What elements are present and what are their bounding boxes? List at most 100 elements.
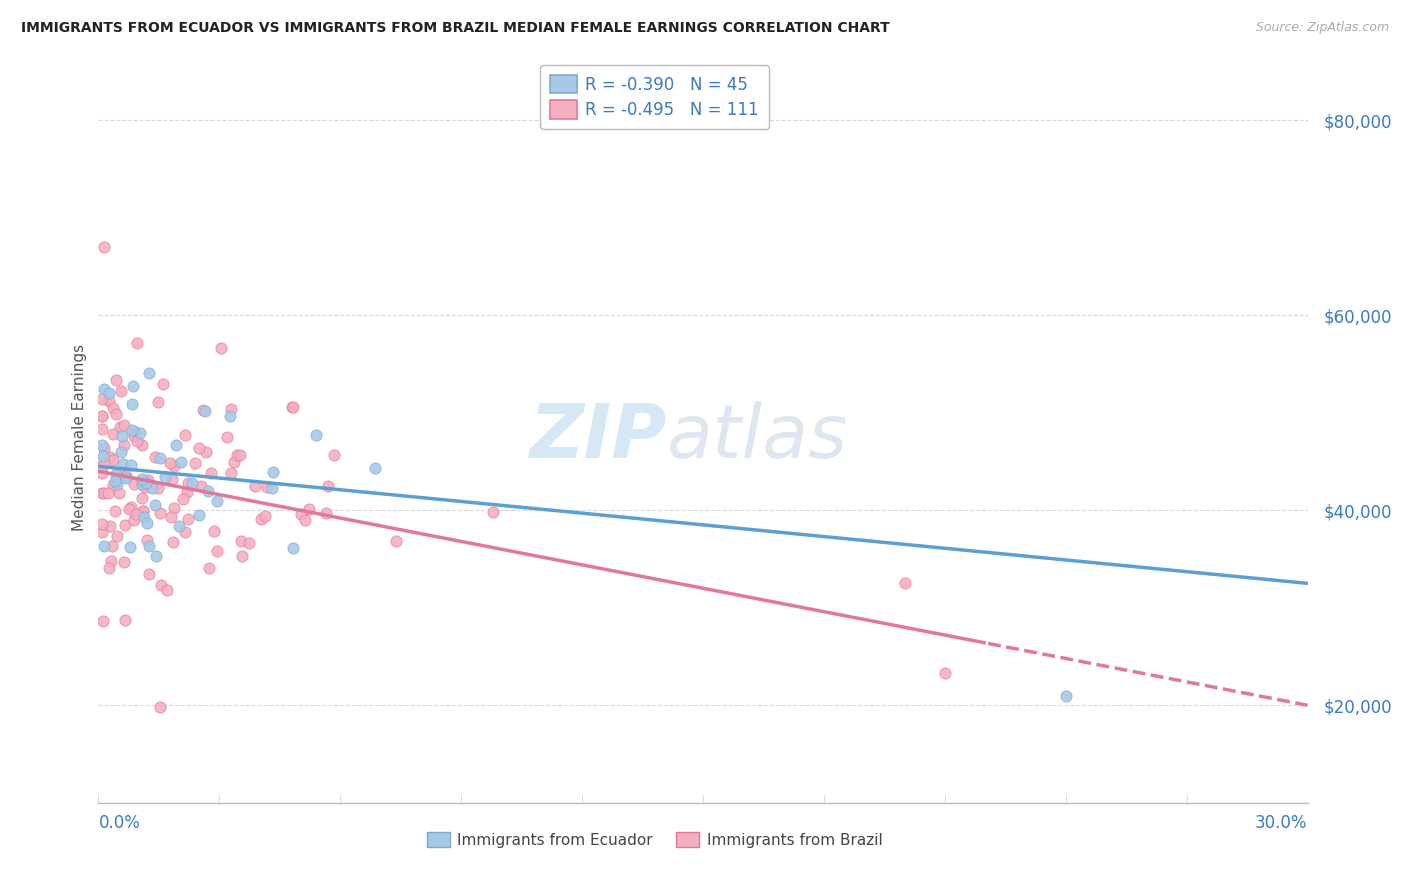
Point [124, 429, 146, 443]
Point [177, 476, 200, 491]
Point [156, 583, 179, 598]
Point [104, 373, 127, 387]
Point [124, 507, 146, 521]
Point [238, 535, 260, 549]
Point [103, 401, 125, 415]
Point [93, 383, 115, 397]
Point [134, 476, 156, 491]
Point [101, 539, 124, 553]
Point [172, 492, 194, 507]
Point [221, 466, 243, 480]
Point [91, 409, 114, 424]
Point [162, 472, 184, 486]
Point [150, 578, 173, 592]
Point [122, 379, 145, 393]
Point [91, 516, 114, 531]
Point [120, 500, 142, 514]
Point [114, 438, 136, 452]
Point [262, 481, 284, 495]
Point [163, 458, 186, 473]
Point [93, 441, 115, 455]
Point [149, 506, 172, 520]
Point [100, 554, 122, 568]
Point [215, 430, 238, 444]
Point [114, 518, 136, 533]
Point [385, 533, 408, 548]
Point [118, 502, 141, 516]
Point [91, 409, 114, 423]
Point [187, 441, 209, 455]
Point [226, 448, 249, 462]
Point [91, 422, 114, 436]
Point [173, 428, 195, 442]
Text: Source: ZipAtlas.com: Source: ZipAtlas.com [1256, 21, 1389, 34]
Point [146, 395, 169, 409]
Point [482, 505, 505, 519]
Point [93, 240, 115, 254]
Point [298, 501, 321, 516]
Point [91, 392, 114, 406]
Point [127, 336, 149, 351]
Point [93, 539, 115, 553]
Text: 0.0%: 0.0% [98, 814, 141, 832]
Point [114, 468, 136, 483]
Point [205, 493, 228, 508]
Point [136, 516, 159, 530]
Point [145, 549, 167, 563]
Point [98, 519, 121, 533]
Point [152, 377, 174, 392]
Point [177, 512, 200, 526]
Point [97, 385, 120, 400]
Point [190, 478, 212, 492]
Point [256, 480, 278, 494]
Point [93, 450, 115, 464]
Point [138, 366, 160, 380]
Point [91, 525, 114, 540]
Point [134, 509, 156, 524]
Point [121, 423, 143, 437]
Point [231, 549, 253, 563]
Point [281, 541, 304, 555]
Point [315, 506, 337, 520]
Point [105, 407, 128, 421]
Point [91, 485, 114, 500]
Point [180, 476, 202, 491]
Point [110, 444, 132, 458]
Point [305, 428, 328, 442]
Point [132, 504, 155, 518]
Point [122, 477, 145, 491]
Point [202, 524, 225, 538]
Point [148, 481, 170, 495]
Point [253, 508, 276, 523]
Point [91, 466, 114, 480]
Point [91, 614, 114, 628]
Point [110, 384, 132, 398]
Point [91, 438, 114, 452]
Point [122, 513, 145, 527]
Point [121, 397, 143, 411]
Point [183, 457, 205, 471]
Point [1054, 689, 1077, 703]
Point [135, 533, 157, 548]
Point [165, 438, 187, 452]
Point [176, 485, 198, 500]
Point [104, 474, 127, 488]
Point [141, 481, 163, 495]
Point [188, 508, 211, 523]
Point [195, 444, 218, 458]
Point [108, 420, 131, 434]
Point [221, 401, 243, 416]
Point [323, 448, 346, 462]
Point [96, 486, 118, 500]
Point [134, 480, 156, 494]
Text: atlas: atlas [666, 401, 848, 473]
Point [121, 458, 143, 472]
Point [112, 418, 135, 433]
Point [138, 566, 160, 581]
Point [131, 477, 153, 491]
Point [290, 507, 312, 521]
Point [163, 501, 186, 516]
Point [97, 561, 120, 575]
Point [162, 534, 184, 549]
Point [294, 513, 316, 527]
